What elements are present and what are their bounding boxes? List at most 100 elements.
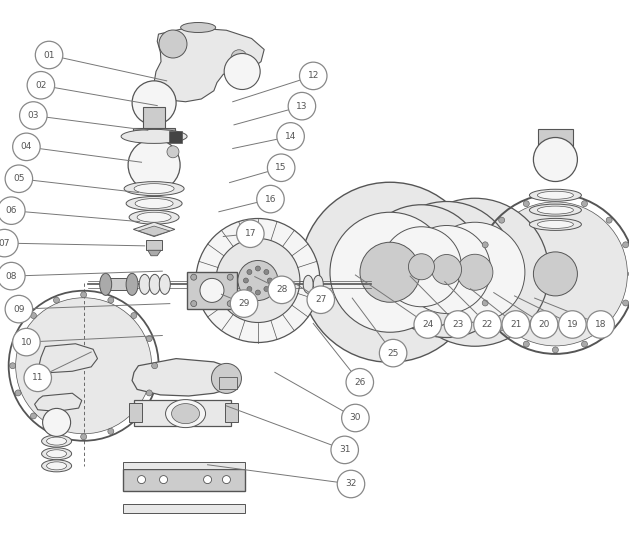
Circle shape (247, 287, 252, 292)
Circle shape (27, 72, 55, 99)
Circle shape (138, 476, 145, 483)
Text: 09: 09 (13, 305, 25, 314)
Circle shape (425, 222, 525, 322)
Circle shape (457, 254, 493, 290)
Polygon shape (133, 222, 175, 236)
Circle shape (216, 239, 300, 322)
Ellipse shape (121, 129, 187, 144)
Ellipse shape (537, 221, 574, 228)
Circle shape (243, 278, 248, 283)
Ellipse shape (530, 204, 581, 216)
Circle shape (623, 300, 628, 306)
Circle shape (342, 404, 369, 432)
Circle shape (53, 297, 60, 303)
Circle shape (227, 274, 233, 280)
Polygon shape (138, 226, 170, 236)
Circle shape (131, 413, 137, 419)
Circle shape (30, 312, 36, 318)
Circle shape (223, 476, 230, 483)
Circle shape (431, 255, 462, 284)
Circle shape (559, 311, 586, 338)
Ellipse shape (47, 462, 67, 470)
Bar (225, 403, 238, 422)
Circle shape (288, 92, 316, 120)
Circle shape (132, 81, 176, 125)
Circle shape (231, 50, 247, 66)
Ellipse shape (537, 191, 574, 199)
Text: 07: 07 (0, 239, 10, 248)
Ellipse shape (99, 273, 112, 295)
Text: 30: 30 (350, 414, 361, 422)
Circle shape (484, 202, 627, 346)
Ellipse shape (172, 404, 199, 424)
Circle shape (530, 311, 558, 338)
Text: 26: 26 (354, 378, 365, 387)
Circle shape (379, 201, 515, 338)
Circle shape (108, 297, 114, 303)
Text: 18: 18 (595, 320, 606, 329)
Circle shape (81, 434, 87, 440)
Circle shape (277, 123, 304, 150)
Circle shape (167, 146, 179, 158)
Ellipse shape (537, 206, 574, 214)
Circle shape (581, 201, 587, 207)
Bar (187, 272, 237, 309)
Bar (169, 131, 182, 143)
Circle shape (533, 252, 577, 296)
Circle shape (196, 218, 320, 343)
Circle shape (533, 138, 577, 182)
Text: 25: 25 (387, 349, 399, 358)
Bar (106, 278, 131, 290)
Circle shape (191, 274, 197, 280)
Circle shape (482, 242, 488, 248)
Circle shape (0, 197, 25, 224)
Circle shape (5, 165, 33, 192)
Circle shape (224, 53, 260, 90)
Text: 01: 01 (43, 51, 55, 59)
Text: 14: 14 (285, 132, 296, 141)
Circle shape (606, 324, 612, 331)
Circle shape (19, 102, 47, 129)
Circle shape (15, 390, 21, 396)
Circle shape (238, 261, 278, 300)
Text: 32: 32 (345, 480, 357, 488)
Circle shape (268, 276, 296, 304)
Circle shape (255, 290, 260, 295)
Polygon shape (132, 359, 239, 396)
Bar (143, 107, 165, 129)
Circle shape (30, 413, 36, 419)
Circle shape (264, 270, 269, 274)
Text: 29: 29 (238, 299, 250, 308)
Bar (146, 240, 162, 250)
Polygon shape (148, 250, 161, 256)
Ellipse shape (47, 450, 67, 458)
Text: 23: 23 (452, 320, 464, 329)
Circle shape (444, 311, 472, 338)
Circle shape (43, 409, 70, 436)
Circle shape (264, 287, 269, 292)
Text: 03: 03 (28, 111, 39, 120)
Circle shape (414, 311, 442, 338)
Circle shape (267, 154, 295, 182)
Circle shape (0, 262, 25, 290)
Circle shape (623, 242, 628, 248)
Bar (134, 400, 231, 426)
Bar (123, 504, 245, 513)
Circle shape (16, 298, 152, 434)
Circle shape (331, 436, 359, 464)
Text: 27: 27 (315, 295, 326, 304)
Circle shape (160, 476, 167, 483)
Polygon shape (35, 393, 82, 411)
Ellipse shape (135, 199, 173, 208)
Circle shape (523, 201, 530, 207)
Polygon shape (39, 344, 97, 373)
Circle shape (502, 311, 530, 338)
Text: 15: 15 (276, 163, 287, 172)
Text: 12: 12 (308, 72, 319, 80)
Bar (133, 128, 175, 135)
Circle shape (0, 229, 18, 257)
Circle shape (267, 278, 272, 283)
Circle shape (211, 364, 242, 393)
Circle shape (247, 270, 252, 274)
Bar (123, 469, 245, 491)
